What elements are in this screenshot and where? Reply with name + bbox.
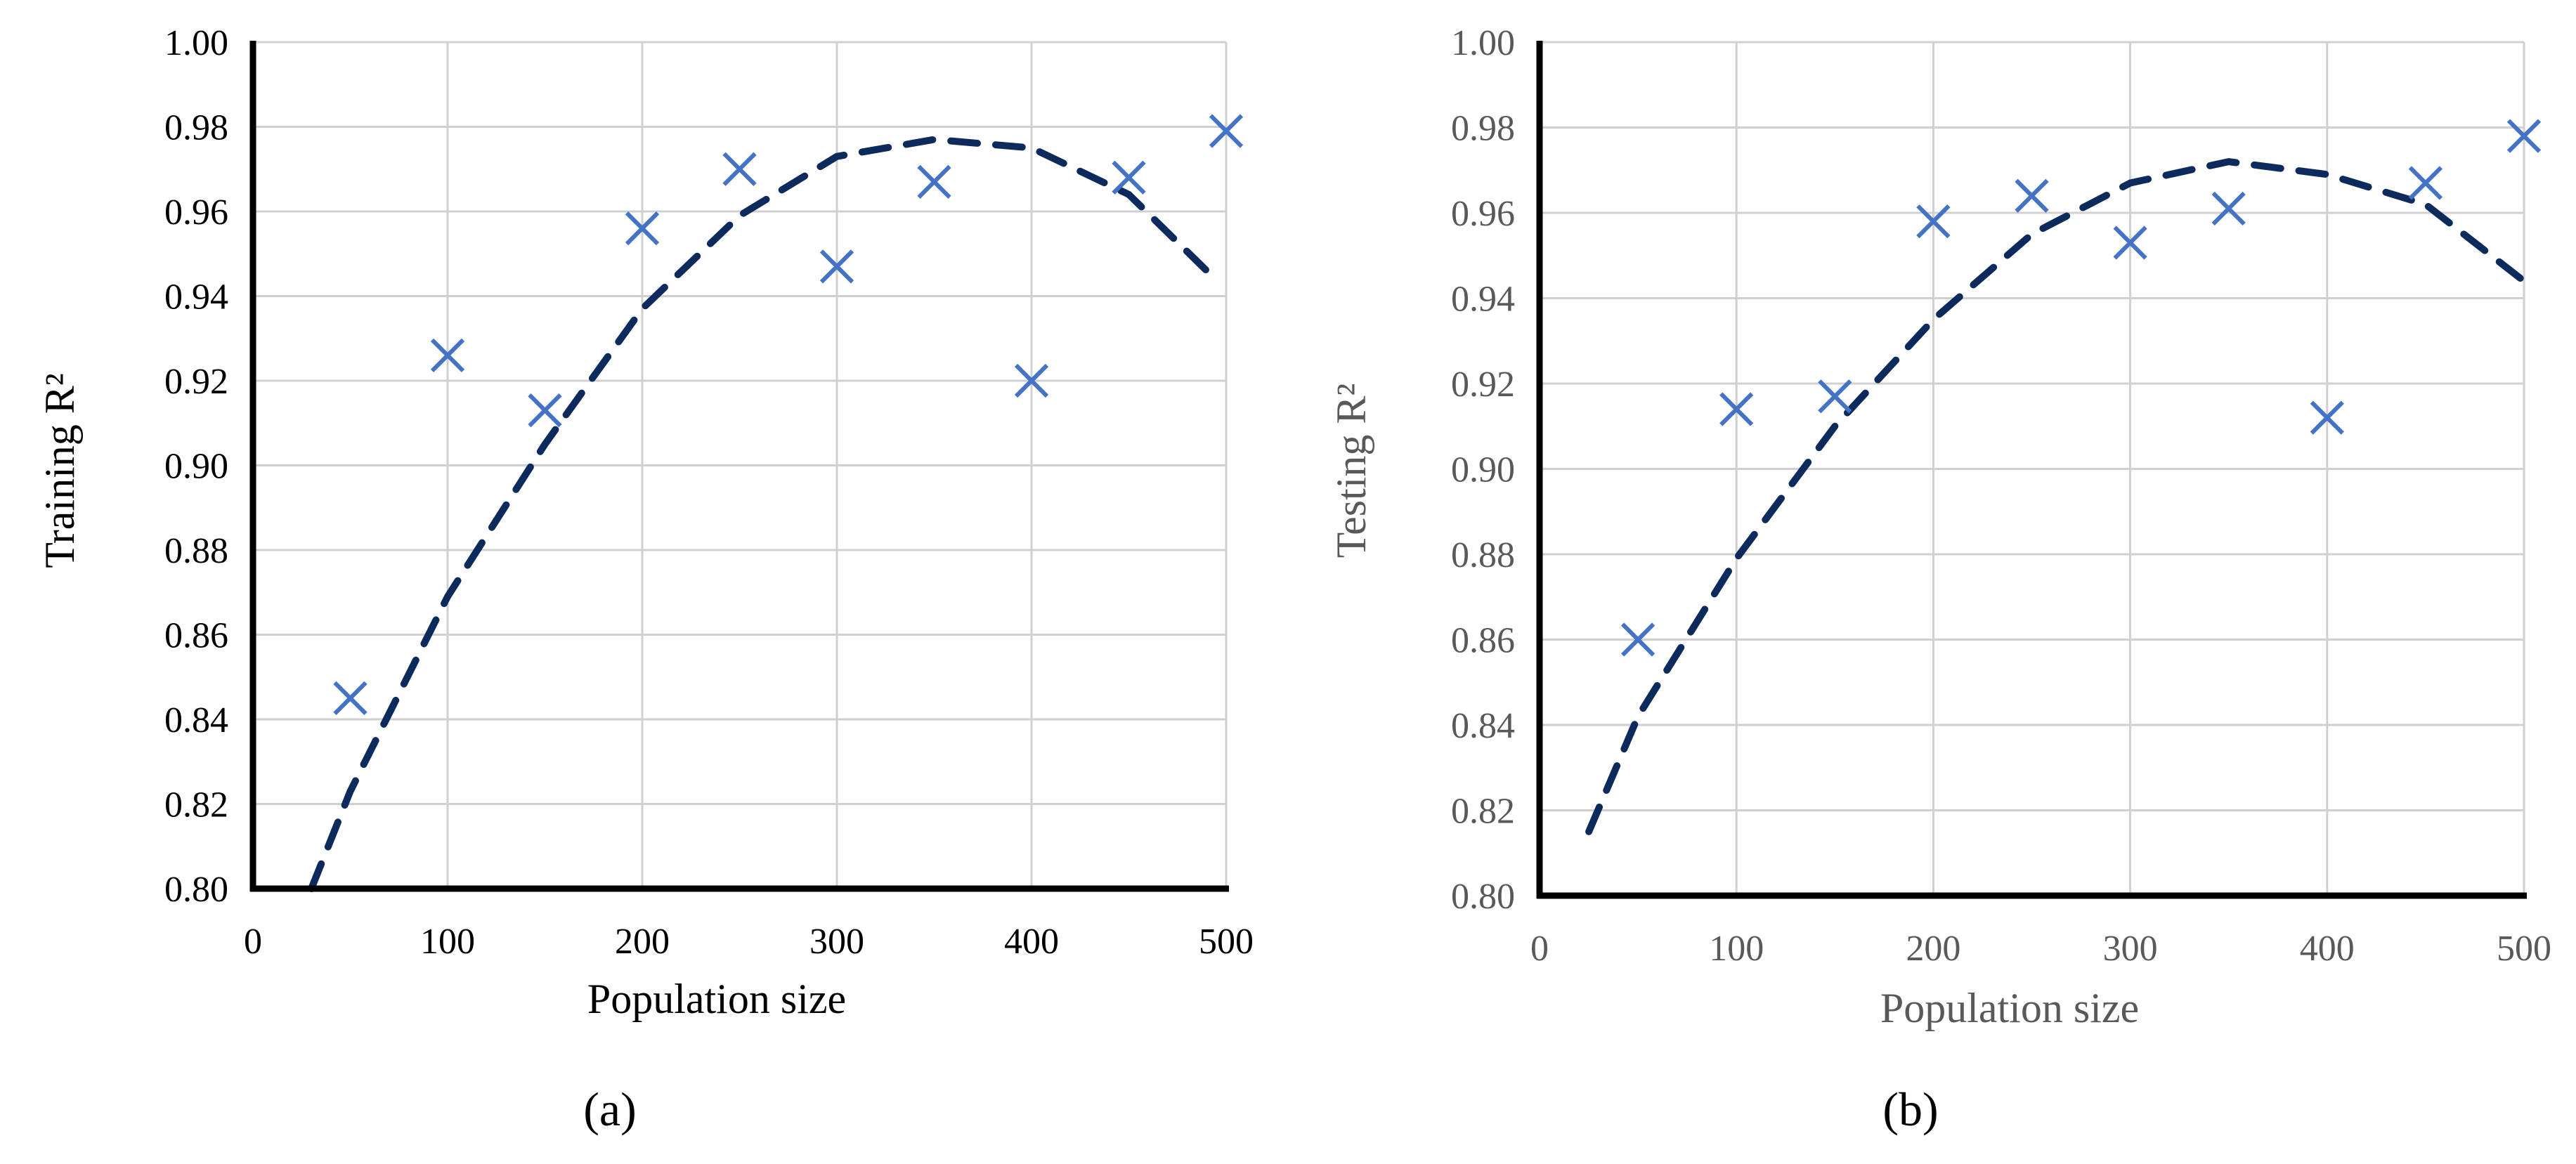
y-tick-label: 0.80 (164, 870, 228, 910)
axes (1536, 41, 2527, 899)
y-tick-label: 0.80 (1451, 877, 1515, 917)
grid-lines (1540, 41, 2525, 896)
chart-panel-b: 0.80 0.82 0.84 0.86 0.88 0.90 0.92 0.94 0.96 0.98… (1288, 0, 2576, 1160)
y-tick-label: 0.88 (1451, 535, 1515, 575)
marker-stroke (528, 393, 562, 428)
data-point (1620, 622, 1655, 657)
y-tick-label: 0.88 (164, 531, 228, 571)
trendline-path (1585, 158, 2528, 835)
marker-stroke (2211, 191, 2246, 226)
y-tick-label: 0.90 (164, 447, 228, 487)
marker-stroke (2408, 166, 2443, 200)
marker-stroke (1818, 379, 1852, 414)
marker-stroke (333, 681, 367, 715)
marker-stroke (1620, 622, 1655, 657)
y-tick-label: 0.86 (164, 616, 228, 656)
data-point (1112, 160, 1146, 195)
panel-caption: (a) (583, 1083, 636, 1136)
marker-stroke (1209, 114, 1244, 148)
y-tick-label: 1.00 (1451, 23, 1515, 63)
data-point (1916, 204, 1951, 239)
marker-stroke (1916, 204, 1951, 239)
tick-labels: 0.80 0.82 0.84 0.86 0.88 0.90 0.92 0.94 0.96 0.98… (1451, 23, 2551, 969)
y-tick-label: 0.86 (1451, 621, 1515, 661)
y-tick-label: 0.98 (164, 108, 228, 148)
axes (249, 41, 1229, 892)
trendline-path (308, 136, 1211, 892)
y-axis-title: Testing R² (1328, 384, 1374, 558)
marker-stroke (722, 152, 757, 186)
grid-lines (253, 41, 1228, 889)
x-tick-label: 0 (244, 922, 262, 962)
x-tick-label: 500 (1199, 922, 1254, 962)
data-point (1209, 114, 1244, 148)
marker-stroke (1014, 363, 1049, 398)
y-tick-label: 0.92 (164, 362, 228, 402)
data-point (1818, 379, 1852, 414)
y-tick-label: 0.92 (1451, 365, 1515, 405)
data-point (1719, 392, 1754, 426)
trendline (308, 136, 1211, 892)
y-tick-label: 0.98 (1451, 109, 1515, 149)
x-tick-label: 100 (420, 922, 475, 962)
marker-stroke (917, 164, 951, 199)
y-tick-label: 0.96 (164, 192, 228, 233)
x-tick-label: 0 (1530, 929, 1549, 969)
data-point (625, 211, 660, 246)
data-point (2015, 178, 2049, 213)
data-point (333, 681, 367, 715)
data-points (1620, 119, 2542, 657)
data-point (722, 152, 757, 186)
data-point (430, 338, 465, 372)
tick-labels: 0.80 0.82 0.84 0.86 0.88 0.90 0.92 0.94 0.96 0.98… (164, 23, 1254, 962)
marker-stroke (2310, 400, 2344, 435)
y-tick-label: 0.94 (164, 277, 228, 318)
x-tick-label: 200 (615, 922, 670, 962)
x-tick-label: 500 (2497, 929, 2551, 969)
chart-b-svg: 0.80 0.82 0.84 0.86 0.88 0.90 0.92 0.94 0.96 0.98… (1328, 23, 2551, 1136)
y-tick-label: 0.96 (1451, 194, 1515, 234)
x-tick-label: 300 (809, 922, 864, 962)
y-tick-label: 1.00 (164, 23, 228, 63)
data-point (528, 393, 562, 428)
marker-stroke (1719, 392, 1754, 426)
y-tick-label: 0.84 (164, 700, 228, 740)
marker-stroke (430, 338, 465, 372)
y-tick-label: 0.84 (1451, 706, 1515, 746)
data-point (2506, 119, 2542, 153)
trendline (1585, 158, 2528, 835)
marker-stroke (2506, 119, 2542, 153)
panel-caption: (b) (1882, 1083, 1938, 1136)
data-point (2408, 166, 2443, 200)
x-tick-label: 300 (2103, 929, 2158, 969)
data-points (333, 114, 1244, 715)
chart-a-svg: 0.80 0.82 0.84 0.86 0.88 0.90 0.92 0.94 0.96 0.98… (37, 23, 1254, 1136)
x-axis-title: Population size (1880, 985, 2139, 1031)
marker-stroke (2015, 178, 2049, 213)
y-tick-label: 0.94 (1451, 280, 1515, 320)
x-axis-title: Population size (587, 976, 846, 1022)
y-axis-title: Training R² (37, 373, 83, 568)
x-tick-label: 100 (1709, 929, 1764, 969)
data-point (2310, 400, 2344, 435)
data-point (2113, 225, 2147, 260)
marker-stroke (625, 211, 660, 246)
data-point (2211, 191, 2246, 226)
y-tick-label: 0.82 (1451, 792, 1515, 832)
data-point (1014, 363, 1049, 398)
y-tick-label: 0.90 (1451, 450, 1515, 490)
chart-panel-a: 0.80 0.82 0.84 0.86 0.88 0.90 0.92 0.94 0.96 0.98… (0, 0, 1288, 1160)
marker-stroke (819, 249, 854, 284)
y-tick-label: 0.82 (164, 785, 228, 825)
marker-stroke (1112, 160, 1146, 195)
x-tick-label: 400 (1004, 922, 1059, 962)
data-point (917, 164, 951, 199)
marker-stroke (2113, 225, 2147, 260)
data-point (819, 249, 854, 284)
x-tick-label: 400 (2300, 929, 2355, 969)
x-tick-label: 200 (1906, 929, 1960, 969)
